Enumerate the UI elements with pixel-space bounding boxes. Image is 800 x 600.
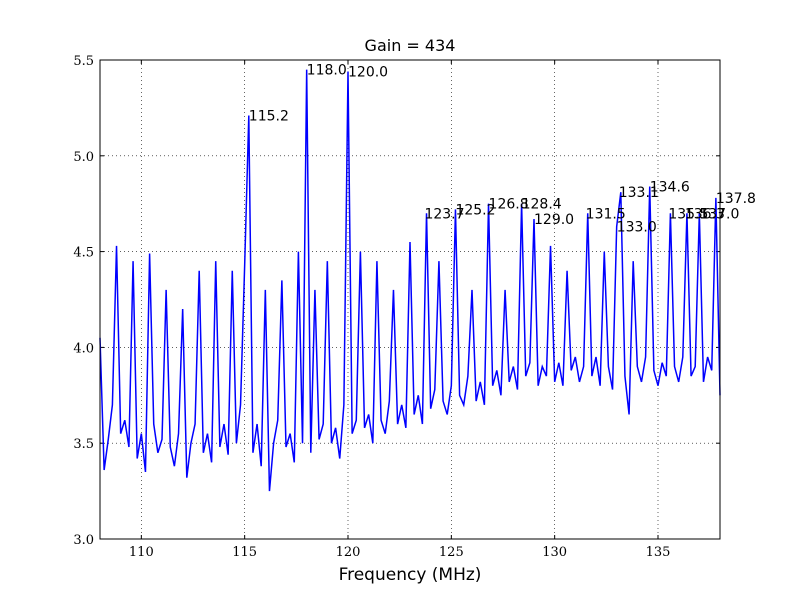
annotation: 137.8 [716,191,756,207]
y-tick-label: 5.5 [73,54,94,69]
annotation: 123.7 [424,206,464,222]
data-line [99,69,721,492]
y-tick-label: 3.5 [73,437,94,452]
y-tick-label: 5.0 [73,150,94,165]
annotation: 131.5 [586,206,626,222]
annotation: 134.6 [650,179,690,195]
x-tick-label: 135 [646,545,671,560]
annotation: 128.4 [522,197,562,213]
x-tick-label: 120 [336,545,361,560]
annotation: 115.2 [249,109,289,125]
annotation: 129.0 [534,212,574,228]
annotation: 135.5 [668,206,708,222]
annotation: 118.0 [307,63,347,79]
x-tick-label: 115 [232,545,257,560]
y-tick-label: 3.0 [73,533,94,548]
y-tick-label: 4.0 [73,341,94,356]
annotation: 133.1 [619,185,659,201]
y-tick-label: 4.5 [73,246,94,261]
plot-frame [99,59,721,540]
chart-title: Gain = 434 [365,36,456,55]
annotation: 125.2 [455,202,495,218]
annotation: 136.3 [685,206,725,222]
annotation: 126.8 [489,197,529,213]
x-axis-label: Frequency (MHz) [339,565,482,585]
x-tick-label: 125 [439,545,464,560]
annotation: 137.0 [699,206,739,222]
annotation: 133.0 [617,220,657,236]
x-tick-label: 130 [542,545,567,560]
annotation: 120.0 [348,64,388,80]
x-tick-label: 110 [129,545,154,560]
